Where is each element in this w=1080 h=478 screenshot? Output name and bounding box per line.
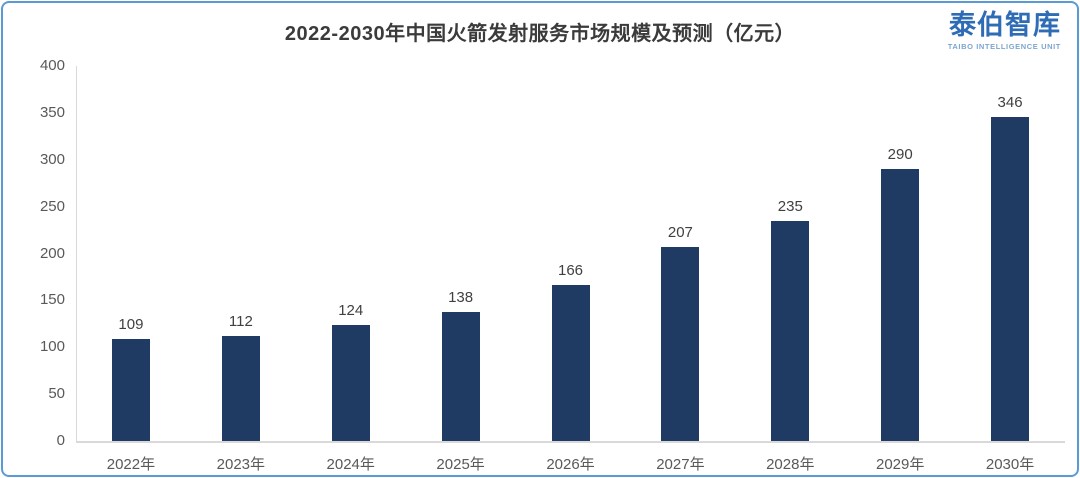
bar (881, 169, 920, 441)
bar-value-label: 346 (997, 94, 1023, 111)
bar-value-label: 112 (228, 313, 253, 330)
y-tick-label: 250 (39, 197, 65, 215)
y-tick-label: 400 (39, 57, 65, 74)
bar-group: 290 (845, 66, 955, 441)
x-axis-labels: 2022年 2023年 2024年 2025年 2026年 2027年 2028年 2029年… (76, 453, 1065, 474)
bar-group: 109 (76, 66, 186, 441)
bar (771, 221, 810, 441)
bar-group: 235 (735, 66, 845, 441)
x-tick-label: 2029年 (875, 456, 925, 473)
y-tick-label: 0 (56, 432, 65, 449)
y-tick-label: 200 (39, 244, 65, 262)
bars-area: 109 112 124 138 166 207 235 290 346 (76, 66, 1065, 441)
y-tick-label: 100 (39, 338, 65, 356)
x-tick-label: 2026年 (546, 456, 595, 473)
x-tick-label: 2024年 (326, 456, 375, 473)
y-tick-label: 150 (39, 291, 65, 309)
bar-value-label: 166 (557, 262, 584, 279)
bar-group: 346 (955, 66, 1065, 441)
x-axis-line (76, 441, 1065, 443)
bar-value-label: 138 (448, 289, 474, 306)
x-tick-label: 2025年 (436, 456, 485, 473)
y-tick-label: 300 (39, 150, 65, 168)
bar (111, 339, 150, 441)
brand-subtitle: TAIBO INTELLIGENCE UNIT (947, 41, 1061, 51)
bar-value-label: 290 (887, 146, 913, 163)
bar (991, 117, 1030, 441)
brand-logo: 泰伯智库 TAIBO INTELLIGENCE UNIT (947, 10, 1061, 51)
x-tick-label: 2030年 (985, 456, 1035, 473)
bar (221, 336, 260, 441)
bar (551, 285, 590, 441)
bar-group: 138 (406, 66, 516, 441)
bar (661, 247, 700, 441)
y-tick-label: 350 (39, 103, 65, 121)
bar (441, 312, 480, 441)
bar-group: 112 (186, 66, 296, 441)
brand-name: 泰伯智库 (949, 10, 1061, 40)
bar-value-label: 124 (338, 302, 364, 319)
x-tick-label: 2023年 (216, 456, 266, 473)
bar-value-label: 235 (777, 198, 803, 215)
x-tick-label: 2028年 (766, 456, 815, 473)
bar-group: 207 (625, 66, 735, 441)
bar (331, 325, 370, 441)
x-tick-label: 2027年 (656, 456, 705, 473)
bar-value-label: 109 (118, 316, 144, 333)
bar-group: 166 (516, 66, 626, 441)
bar-value-label: 207 (667, 224, 693, 241)
chart-title: 2022-2030年中国火箭发射服务市场规模及预测（亿元） (284, 23, 796, 45)
y-axis-line (76, 66, 77, 442)
x-tick-label: 2022年 (106, 456, 156, 473)
bar-group: 124 (296, 66, 406, 441)
y-tick-label: 50 (48, 385, 65, 403)
